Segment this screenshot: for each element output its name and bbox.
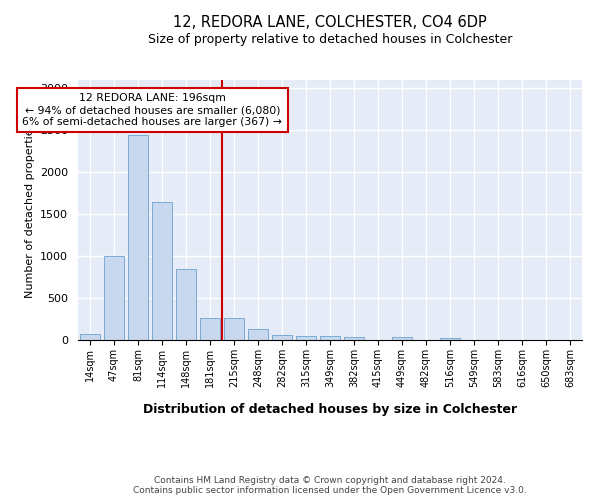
Bar: [152, 202, 172, 340]
Text: Size of property relative to detached houses in Colchester: Size of property relative to detached ho…: [148, 32, 512, 46]
Bar: [224, 318, 244, 340]
Bar: [248, 329, 268, 340]
Y-axis label: Number of detached properties: Number of detached properties: [25, 122, 35, 298]
Bar: [104, 256, 124, 340]
Bar: [176, 268, 196, 340]
Bar: [128, 134, 148, 340]
Text: Contains HM Land Registry data © Crown copyright and database right 2024.
Contai: Contains HM Land Registry data © Crown c…: [133, 476, 527, 495]
Bar: [80, 334, 100, 340]
Bar: [392, 338, 412, 340]
Bar: [320, 336, 340, 340]
Bar: [200, 318, 220, 340]
Text: 12 REDORA LANE: 196sqm
← 94% of detached houses are smaller (6,080)
6% of semi-d: 12 REDORA LANE: 196sqm ← 94% of detached…: [22, 94, 283, 126]
Text: 12, REDORA LANE, COLCHESTER, CO4 6DP: 12, REDORA LANE, COLCHESTER, CO4 6DP: [173, 15, 487, 30]
Bar: [344, 336, 364, 340]
Bar: [272, 335, 292, 340]
Bar: [296, 336, 316, 340]
Bar: [440, 338, 460, 340]
Text: Distribution of detached houses by size in Colchester: Distribution of detached houses by size …: [143, 402, 517, 415]
